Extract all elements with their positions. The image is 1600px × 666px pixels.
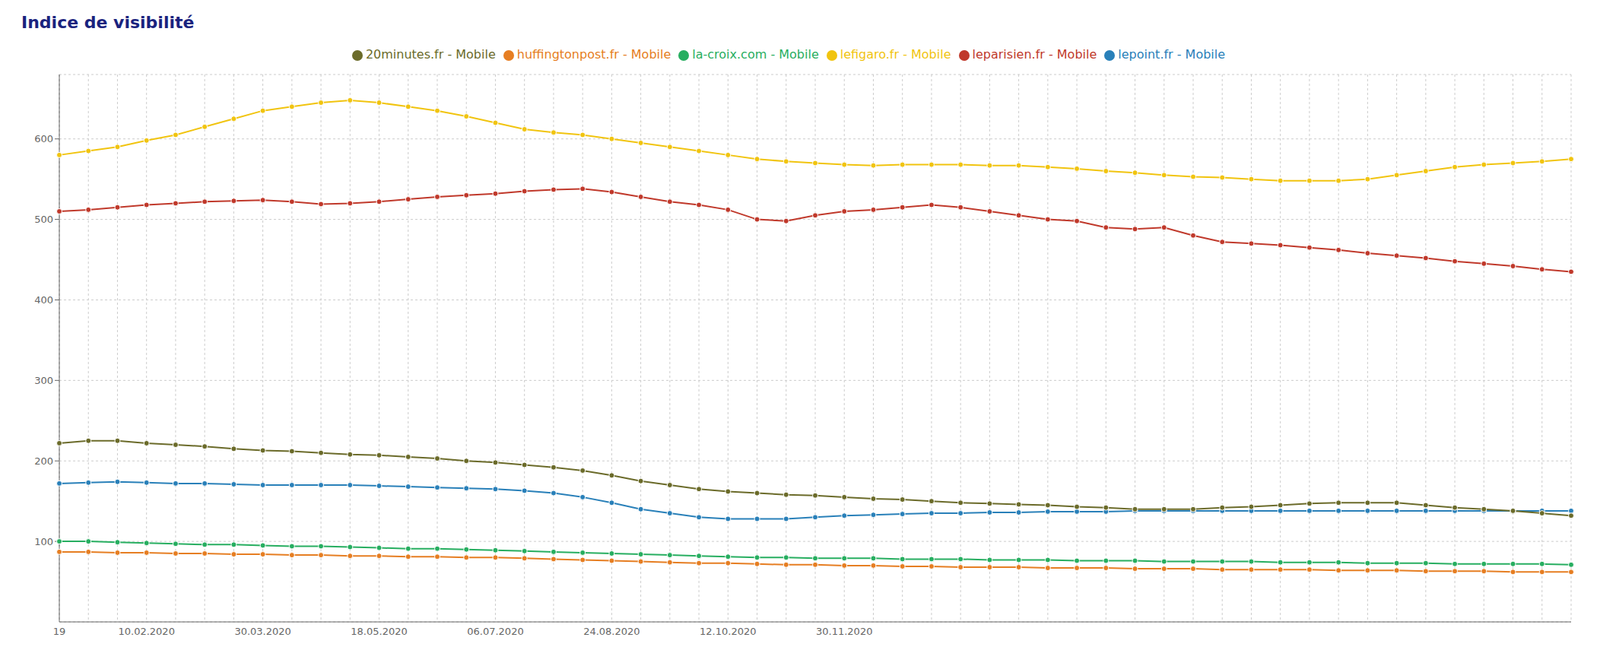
svg-text:400: 400 (34, 294, 54, 306)
html-text:la-croix.com - Mobile: la-croix.com - Mobile (692, 47, 819, 62)
svg-text:18.05.2020: 18.05.2020 (350, 625, 407, 638)
svg-text:600: 600 (34, 133, 54, 145)
svg-text:200: 200 (34, 455, 54, 467)
html-text:Indice de visibilité: Indice de visibilité (21, 12, 195, 32)
svg-text:100: 100 (34, 536, 54, 548)
html-text:huffingtonpost.fr - Mobile: huffingtonpost.fr - Mobile (516, 47, 671, 62)
html-text:lefigaro.fr - Mobile: lefigaro.fr - Mobile (840, 47, 951, 62)
html-text:leparisien.fr - Mobile: leparisien.fr - Mobile (972, 47, 1097, 62)
svg-text:06.07.2020: 06.07.2020 (466, 625, 524, 638)
svg-text:30.11.2020: 30.11.2020 (815, 625, 873, 638)
svg-text:500: 500 (34, 213, 54, 226)
html-text:lepoint.fr - Mobile: lepoint.fr - Mobile (1118, 47, 1226, 62)
svg-text:10.02.2020: 10.02.2020 (117, 625, 175, 638)
svg-text:19: 19 (53, 625, 67, 638)
svg-text:300: 300 (34, 374, 54, 387)
html-text:20minutes.fr - Mobile: 20minutes.fr - Mobile (365, 47, 496, 62)
svg-text:30.03.2020: 30.03.2020 (234, 625, 291, 638)
svg-text:24.08.2020: 24.08.2020 (583, 625, 640, 638)
svg-text:12.10.2020: 12.10.2020 (699, 625, 756, 638)
